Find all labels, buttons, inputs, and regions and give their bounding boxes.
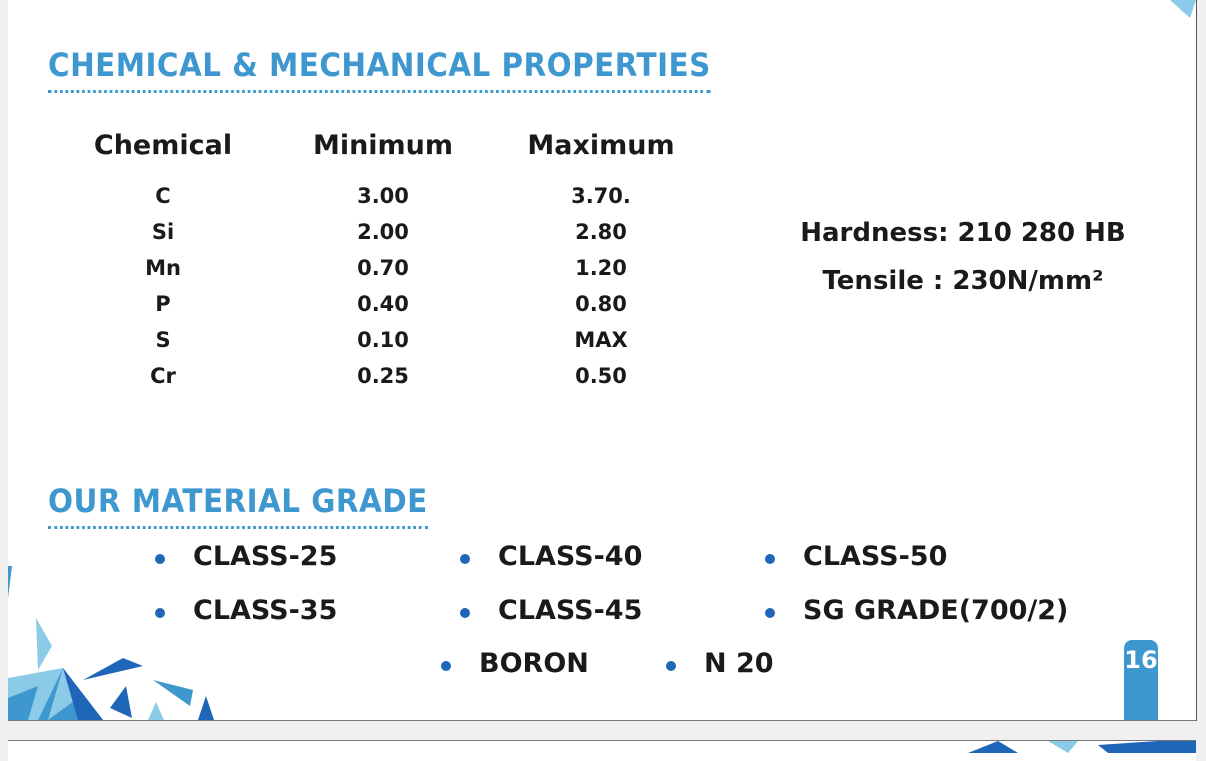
minimum-cell: 2.00 bbox=[357, 220, 409, 244]
grade-item: BORON bbox=[479, 648, 589, 679]
chemical-cell: P bbox=[155, 292, 171, 316]
grade-item: CLASS-35 bbox=[193, 595, 338, 626]
minimum-cell: 3.00 bbox=[357, 184, 409, 208]
bullet-icon bbox=[765, 554, 775, 564]
grade-item: CLASS-25 bbox=[193, 541, 338, 572]
chemical-cell: C bbox=[155, 184, 171, 208]
grade-item: N 20 bbox=[704, 648, 774, 679]
bullet-icon bbox=[460, 608, 470, 618]
minimum-cell: 0.10 bbox=[357, 328, 409, 352]
grade-item: SG GRADE(700/2) bbox=[803, 595, 1069, 626]
next-page-decoration bbox=[968, 741, 1196, 753]
column-header-maximum: Maximum bbox=[527, 130, 675, 161]
grade-item: CLASS-45 bbox=[498, 595, 643, 626]
maximum-cell: 3.70. bbox=[571, 184, 631, 208]
maximum-cell: MAX bbox=[574, 328, 628, 352]
grade-item: CLASS-40 bbox=[498, 541, 643, 572]
bullet-icon bbox=[765, 608, 775, 618]
chemical-cell: Si bbox=[151, 220, 175, 244]
minimum-cell: 0.40 bbox=[357, 292, 409, 316]
bullet-icon bbox=[155, 608, 165, 618]
tensile-value: Tensile : 230N/mm² bbox=[822, 266, 1104, 296]
grade-item: CLASS-50 bbox=[803, 541, 948, 572]
corner-decoration-top-right bbox=[1170, 0, 1196, 18]
hardness-value: Hardness: 210 280 HB bbox=[800, 218, 1126, 248]
document-page: CHEMICAL & MECHANICAL PROPERTIES Chemica… bbox=[8, 0, 1197, 721]
column-header-minimum: Minimum bbox=[312, 130, 454, 161]
bullet-icon bbox=[155, 554, 165, 564]
maximum-cell: 0.80 bbox=[575, 292, 627, 316]
chemical-cell: Cr bbox=[150, 364, 176, 388]
page-number-badge: 16 bbox=[1124, 640, 1158, 720]
next-page-edge bbox=[8, 740, 1196, 761]
maximum-cell: 1.20 bbox=[575, 256, 627, 280]
bullet-icon bbox=[460, 554, 470, 564]
bullet-icon bbox=[666, 661, 676, 671]
chemical-cell: Mn bbox=[145, 256, 181, 280]
minimum-cell: 0.25 bbox=[357, 364, 409, 388]
bullet-icon bbox=[441, 661, 451, 671]
corner-decoration-bottom-left bbox=[8, 566, 214, 720]
chemical-cell: S bbox=[155, 328, 171, 352]
maximum-cell: 2.80 bbox=[575, 220, 627, 244]
section-heading-grade: OUR MATERIAL GRADE bbox=[48, 482, 428, 529]
column-header-chemical: Chemical bbox=[93, 130, 233, 161]
minimum-cell: 0.70 bbox=[357, 256, 409, 280]
maximum-cell: 0.50 bbox=[575, 364, 627, 388]
section-heading-properties: CHEMICAL & MECHANICAL PROPERTIES bbox=[48, 46, 711, 93]
